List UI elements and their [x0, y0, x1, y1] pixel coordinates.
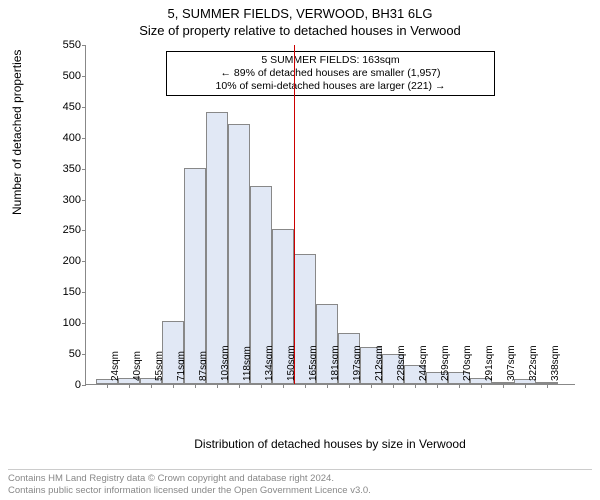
y-tick-mark [82, 354, 86, 355]
x-tick-mark [525, 384, 526, 388]
histogram-bar [206, 112, 228, 384]
footer: Contains HM Land Registry data © Crown c… [8, 469, 592, 496]
y-tick-label: 0 [56, 379, 81, 391]
x-tick-mark [459, 384, 460, 388]
info-box: 5 SUMMER FIELDS: 163sqm ← 89% of detache… [166, 51, 495, 96]
x-tick-label: 338sqm [550, 345, 561, 381]
x-tick-mark [283, 384, 284, 388]
y-tick-mark [82, 138, 86, 139]
x-tick-mark [437, 384, 438, 388]
info-line-1: 5 SUMMER FIELDS: 163sqm [173, 54, 488, 67]
y-tick-label: 150 [56, 286, 81, 298]
y-tick-mark [82, 107, 86, 108]
histogram-bar [228, 124, 250, 384]
footer-line-1: Contains HM Land Registry data © Crown c… [8, 473, 592, 484]
y-tick-label: 300 [56, 194, 81, 206]
x-tick-mark [173, 384, 174, 388]
x-tick-mark [503, 384, 504, 388]
chart-container: 5, SUMMER FIELDS, VERWOOD, BH31 6LG Size… [0, 0, 600, 500]
chart-title-main: 5, SUMMER FIELDS, VERWOOD, BH31 6LG [0, 0, 600, 21]
x-tick-mark [327, 384, 328, 388]
y-tick-label: 250 [56, 224, 81, 236]
y-tick-label: 100 [56, 317, 81, 329]
y-tick-label: 550 [56, 39, 81, 51]
y-tick-label: 350 [56, 163, 81, 175]
y-tick-mark [82, 261, 86, 262]
x-tick-mark [371, 384, 372, 388]
y-tick-label: 50 [56, 348, 81, 360]
footer-line-2: Contains public sector information licen… [8, 485, 592, 496]
x-tick-mark [547, 384, 548, 388]
x-tick-label: 291sqm [484, 345, 495, 381]
y-tick-mark [82, 45, 86, 46]
y-tick-label: 200 [56, 255, 81, 267]
y-tick-mark [82, 169, 86, 170]
x-tick-label: 40sqm [132, 351, 143, 381]
x-tick-mark [217, 384, 218, 388]
x-tick-mark [481, 384, 482, 388]
y-tick-mark [82, 230, 86, 231]
x-tick-mark [261, 384, 262, 388]
x-tick-mark [107, 384, 108, 388]
y-tick-mark [82, 292, 86, 293]
x-tick-mark [393, 384, 394, 388]
x-axis-label: Distribution of detached houses by size … [85, 437, 575, 465]
x-tick-mark [239, 384, 240, 388]
y-tick-label: 450 [56, 101, 81, 113]
x-tick-mark [195, 384, 196, 388]
y-tick-mark [82, 76, 86, 77]
x-tick-label: 270sqm [462, 345, 473, 381]
y-tick-mark [82, 200, 86, 201]
y-tick-label: 400 [56, 132, 81, 144]
x-tick-label: 307sqm [506, 345, 517, 381]
x-tick-mark [305, 384, 306, 388]
plot-area: 5 SUMMER FIELDS: 163sqm ← 89% of detache… [85, 45, 575, 385]
info-line-2: ← 89% of detached houses are smaller (1,… [173, 67, 488, 80]
x-tick-mark [415, 384, 416, 388]
x-tick-label: 24sqm [110, 351, 121, 381]
x-tick-mark [129, 384, 130, 388]
x-tick-label: 322sqm [528, 345, 539, 381]
info-line-3: 10% of semi-detached houses are larger (… [173, 80, 488, 93]
reference-line [294, 45, 295, 384]
y-tick-mark [82, 323, 86, 324]
chart-title-sub: Size of property relative to detached ho… [0, 21, 600, 38]
chart-wrap: Number of detached properties 5 SUMMER F… [55, 45, 575, 415]
x-tick-mark [349, 384, 350, 388]
y-tick-mark [82, 385, 86, 386]
y-axis-label: Number of detached properties [10, 50, 24, 215]
y-tick-label: 500 [56, 70, 81, 82]
x-tick-mark [151, 384, 152, 388]
